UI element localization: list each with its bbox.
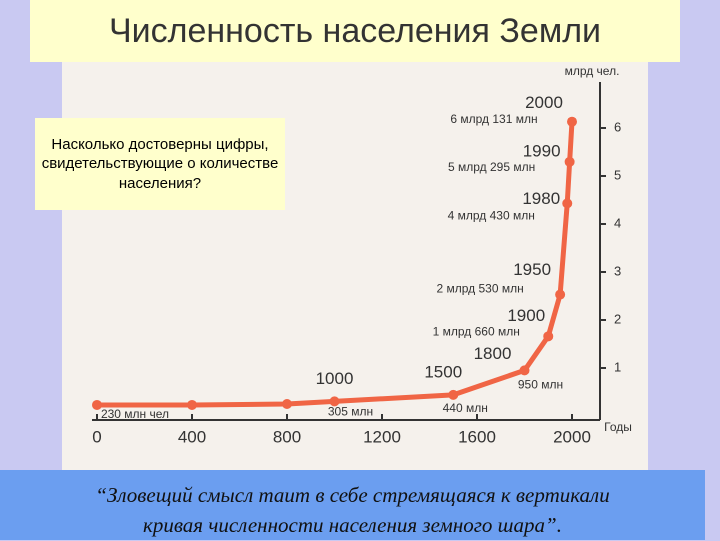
data-point: [92, 399, 102, 410]
x-tick-label: 0: [92, 427, 101, 446]
data-point: [564, 156, 575, 167]
data-point: [329, 396, 340, 407]
point-year-label: 1000: [316, 369, 354, 388]
y-tick-label: 1: [614, 359, 621, 374]
y-tick-label: 4: [614, 215, 621, 230]
point-year-label: 1500: [424, 362, 462, 381]
data-point: [448, 389, 459, 400]
point-year-label: 1900: [507, 306, 545, 325]
data-point: [562, 198, 573, 209]
data-point: [519, 365, 530, 376]
value-label: 305 млн: [328, 405, 373, 419]
value-label: 1 млрд 660 млн: [433, 324, 520, 338]
y-axis-label: млрд чел.: [565, 64, 620, 78]
value-label: 2 млрд 530 млн: [437, 282, 524, 296]
x-tick-label: 2000: [553, 427, 591, 446]
point-year-label: 1990: [523, 141, 561, 160]
y-tick-label: 5: [614, 167, 621, 182]
chart: млрд чел. Годы 0 400 800 1200 1600 2000 1 2 3 4 5 6 23…: [62, 62, 648, 470]
question-box: Насколько достоверны цифры, свидетельств…: [35, 118, 285, 210]
value-label: 4 млрд 430 млн: [448, 209, 535, 223]
value-label: 230 млн чел: [101, 407, 169, 421]
x-tick-label: 400: [178, 427, 206, 446]
x-tick-label: 1600: [458, 427, 496, 446]
value-label: 5 млрд 295 млн: [448, 160, 535, 174]
y-tick-label: 6: [614, 119, 621, 134]
data-point: [543, 331, 554, 342]
data-point: [187, 399, 197, 410]
x-tick-label: 1200: [363, 427, 401, 446]
data-point: [555, 289, 566, 300]
value-label: 440 млн: [443, 401, 488, 415]
y-tick-label: 2: [614, 311, 621, 326]
value-label: 950 млн: [518, 378, 563, 392]
data-point: [567, 116, 577, 127]
point-year-label: 1980: [522, 189, 560, 208]
data-point: [282, 399, 292, 409]
point-year-label: 2000: [525, 93, 563, 112]
quote-box: “Зловещий смысл таит в себе стремящаяся …: [0, 470, 705, 540]
slide-title: Численность населения Земли: [30, 0, 680, 62]
x-axis-label: Годы: [604, 420, 632, 434]
point-year-label: 1800: [474, 344, 512, 363]
y-tick-label: 3: [614, 263, 621, 278]
value-label: 6 млрд 131 млн: [450, 112, 537, 126]
point-year-label: 1950: [513, 260, 551, 279]
x-tick-label: 800: [273, 427, 301, 446]
